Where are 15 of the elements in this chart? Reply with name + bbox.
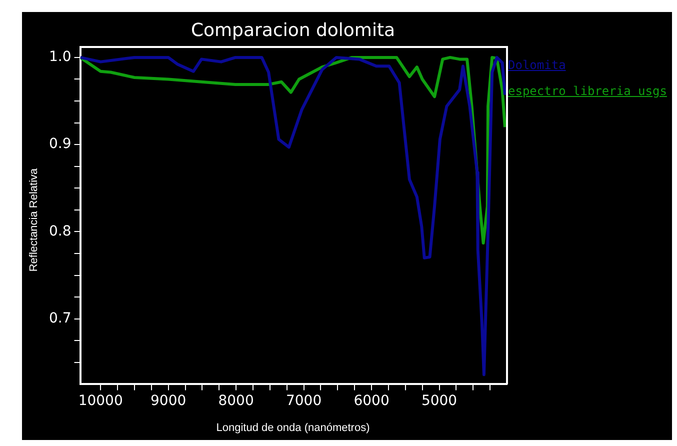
x-axis-title: Longitud de onda (nanómetros) <box>216 422 370 434</box>
y-tick-label: 0.9 <box>49 136 72 152</box>
x-tick-label: 5000 <box>421 393 458 410</box>
x-tick-label: 6000 <box>354 393 390 410</box>
x-tick-label: 7000 <box>286 393 322 410</box>
y-tick-label: 1.0 <box>49 49 72 66</box>
chart-title: Comparacion dolomita <box>190 20 396 41</box>
series-label: espectro libreria usgs <box>508 83 667 100</box>
y-tick-label: 0.7 <box>49 310 72 326</box>
y-tick-label: 0.8 <box>49 223 72 240</box>
series-label: Dolomita <box>508 57 567 74</box>
y-axis-title: Reflectancia Relativa <box>28 168 40 272</box>
x-tick-label: 10000 <box>78 393 123 410</box>
x-tick-label: 8000 <box>218 393 254 410</box>
x-tick-label: 9000 <box>150 393 186 410</box>
